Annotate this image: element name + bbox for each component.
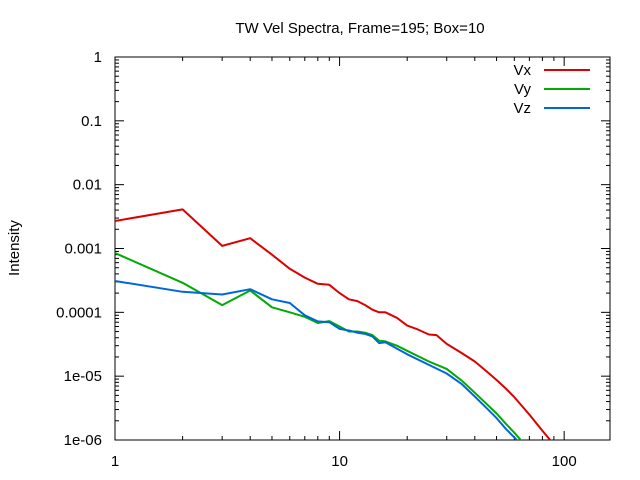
x-tick-label: 1 [111,453,119,470]
legend-label-vz: Vz [513,100,531,117]
series-line-vx [115,208,552,440]
chart-title: TW Vel Spectra, Frame=195; Box=10 [235,20,484,37]
y-tick-label: 1e-06 [64,432,102,449]
legend-label-vy: Vy [514,81,531,98]
y-tick-label: 0.01 [73,177,102,194]
plot-frame [114,56,611,441]
y-axis-label: Intensity [6,220,23,276]
legend: Vx Vy Vz [513,62,590,117]
series-line-vy [115,252,523,440]
x-tick-label: 10 [331,453,348,470]
legend-label-vx: Vx [513,62,531,79]
series-lines [115,208,552,440]
y-tick-label: 0.001 [64,241,102,258]
plot-area: 1 0.1 0.01 0.001 0.0001 1e-05 1e-06 1 10 100 Vx Vy… [56,49,611,470]
x-tick-label: 100 [552,453,577,470]
y-tick-label: 1 [94,49,102,66]
y-tick-label: 1e-05 [64,368,102,385]
series-line-vz [115,280,519,440]
y-tick-label: 0.0001 [56,304,102,321]
y-tick-label: 0.1 [81,113,102,130]
axis-ticks: 1 0.1 0.01 0.001 0.0001 1e-05 1e-06 1 10 100 [56,49,610,470]
